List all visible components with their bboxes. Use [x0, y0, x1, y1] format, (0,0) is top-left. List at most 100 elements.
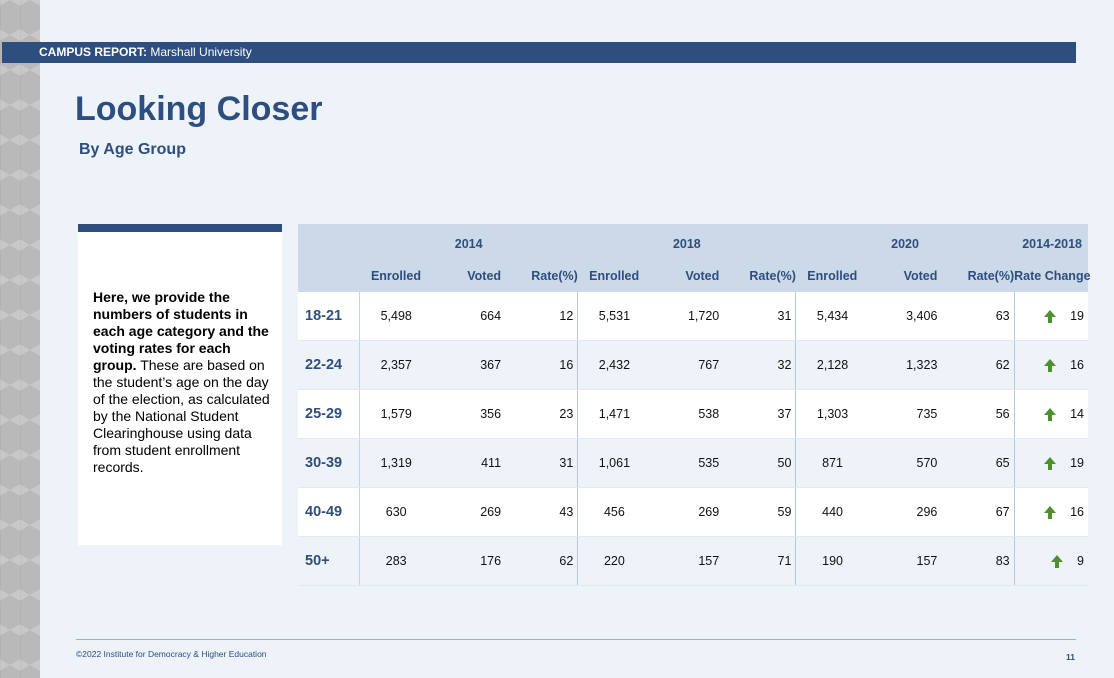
table-cell: 43 — [505, 487, 579, 537]
table-cell: 31 — [505, 438, 579, 488]
campus-report-banner: CAMPUS REPORT: Marshall University — [2, 42, 1076, 63]
table-row: 50+ 283 176 62 220 157 71 190 157 83 9 — [298, 536, 1088, 586]
rate-change-cell: 19 — [1014, 438, 1088, 488]
table-cell: 83 — [941, 536, 1015, 586]
rate-change-value: 19 — [1070, 309, 1084, 323]
table-cell: 3,406 — [868, 292, 942, 341]
table-cell: 269 — [432, 487, 506, 537]
rate-change-cell: 14 — [1014, 389, 1088, 439]
table-cell: 32 — [723, 340, 797, 390]
table-row: 40-49 630 269 43 456 269 59 440 296 67 16 — [298, 487, 1088, 537]
table-cell: 65 — [941, 438, 1015, 488]
table-cell: 5,434 — [795, 292, 869, 341]
column-header: Voted — [650, 260, 724, 292]
table-cell: 5,498 — [359, 292, 433, 341]
table-cell: 1,579 — [359, 389, 433, 439]
column-header-row: Enrolled Voted Rate(%) Enrolled Voted Ra… — [298, 260, 1091, 292]
table-cell: 63 — [941, 292, 1015, 341]
table-cell: 56 — [941, 389, 1015, 439]
table-cell: 269 — [650, 487, 724, 537]
up-arrow-icon — [1051, 555, 1064, 569]
up-arrow-icon — [1044, 310, 1057, 324]
rate-change-value: 9 — [1077, 554, 1084, 568]
rate-change-cell: 16 — [1014, 487, 1088, 537]
column-header: Rate(%) — [723, 260, 796, 292]
table-cell: 456 — [577, 487, 651, 537]
table-cell: 535 — [650, 438, 724, 488]
up-arrow-icon — [1044, 457, 1057, 471]
table-row: 18-21 5,498 664 12 5,531 1,720 31 5,434 3,406 63 1… — [298, 292, 1088, 341]
rate-change-cell: 16 — [1014, 340, 1088, 390]
table-cell: 2,357 — [359, 340, 433, 390]
table-cell: 23 — [505, 389, 579, 439]
intro-bold: Here, we provide the numbers of students… — [93, 289, 269, 373]
table-cell: 5,531 — [577, 292, 651, 341]
institution-name: Marshall University — [150, 45, 252, 59]
table-cell: 176 — [432, 536, 506, 586]
age-group-label: 25-29 — [298, 389, 361, 439]
table-cell: 570 — [868, 438, 942, 488]
rate-change-value: 16 — [1070, 505, 1084, 519]
page-title: Looking Closer — [75, 90, 323, 128]
table-cell: 12 — [505, 292, 579, 341]
table-cell: 1,323 — [868, 340, 942, 390]
column-header: Voted — [432, 260, 506, 292]
table-row: 30-39 1,319 411 31 1,061 535 50 871 570 65 19 — [298, 438, 1088, 488]
column-header: Voted — [868, 260, 942, 292]
year-header: 2020 — [795, 224, 1015, 260]
rate-change-cell: 9 — [1014, 536, 1088, 586]
table-cell: 59 — [723, 487, 797, 537]
decorative-side-strip — [0, 0, 40, 678]
table-cell: 1,471 — [577, 389, 651, 439]
up-arrow-icon — [1044, 408, 1057, 422]
intro-normal: These are based on the student’s age on … — [93, 357, 270, 475]
column-header: Rate Change — [1014, 260, 1091, 292]
rate-change-value: 16 — [1070, 358, 1084, 372]
rate-change-cell: 19 — [1014, 292, 1088, 341]
up-arrow-icon — [1044, 359, 1057, 373]
table-cell: 62 — [941, 340, 1015, 390]
table-cell: 871 — [795, 438, 869, 488]
table-cell: 283 — [359, 536, 433, 586]
age-group-label: 18-21 — [298, 292, 361, 341]
header-corner — [298, 260, 360, 292]
table-cell: 16 — [505, 340, 579, 390]
table-cell: 356 — [432, 389, 506, 439]
intro-text: Here, we provide the numbers of students… — [93, 289, 273, 476]
table-cell: 1,720 — [650, 292, 724, 341]
up-arrow-icon — [1044, 506, 1057, 520]
year-header: 2014-2018 — [1014, 224, 1088, 260]
table-cell: 31 — [723, 292, 797, 341]
table-cell: 1,319 — [359, 438, 433, 488]
table-cell: 50 — [723, 438, 797, 488]
table-cell: 630 — [359, 487, 433, 537]
age-group-label: 40-49 — [298, 487, 361, 537]
table-cell: 220 — [577, 536, 651, 586]
table-cell: 67 — [941, 487, 1015, 537]
year-header: 2018 — [577, 224, 796, 260]
year-header-row: 2014 2018 2020 2014-2018 — [298, 224, 1088, 260]
column-header: Enrolled — [359, 260, 433, 292]
table-cell: 367 — [432, 340, 506, 390]
intro-box: Here, we provide the numbers of students… — [78, 224, 282, 545]
table-cell: 411 — [432, 438, 506, 488]
table-cell: 157 — [868, 536, 942, 586]
age-group-label: 22-24 — [298, 340, 361, 390]
table-cell: 62 — [505, 536, 579, 586]
table-cell: 1,061 — [577, 438, 651, 488]
report-label: CAMPUS REPORT: — [39, 45, 148, 59]
table-cell: 71 — [723, 536, 797, 586]
table-cell: 767 — [650, 340, 724, 390]
age-group-label: 30-39 — [298, 438, 361, 488]
age-group-label: 50+ — [298, 536, 361, 586]
table-cell: 157 — [650, 536, 724, 586]
year-header: 2014 — [359, 224, 578, 260]
table-cell: 296 — [868, 487, 942, 537]
header-corner — [298, 224, 360, 260]
table-row: 22-24 2,357 367 16 2,432 767 32 2,128 1,323 62 16 — [298, 340, 1088, 390]
table-cell: 735 — [868, 389, 942, 439]
table-cell: 190 — [795, 536, 869, 586]
column-header: Enrolled — [577, 260, 651, 292]
table-cell: 538 — [650, 389, 724, 439]
page-number: 11 — [1066, 652, 1075, 662]
